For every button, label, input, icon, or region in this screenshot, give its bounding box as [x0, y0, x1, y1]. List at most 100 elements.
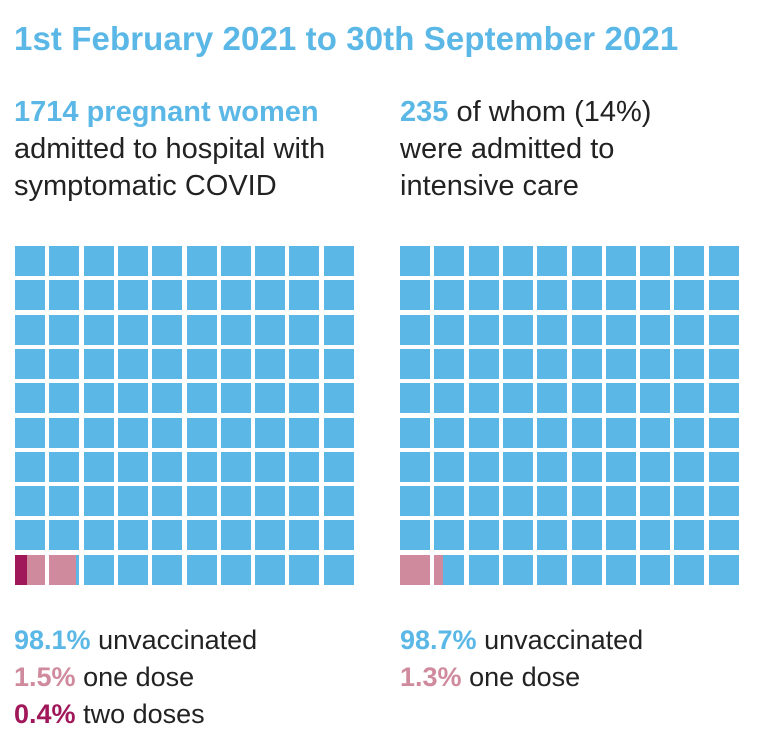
waffle-cell	[400, 280, 430, 310]
waffle-cell	[709, 246, 739, 276]
waffle-cell	[640, 246, 670, 276]
waffle-cell	[709, 555, 739, 585]
waffle-cell	[469, 555, 499, 585]
waffle-cell	[503, 418, 533, 448]
waffle-cell	[537, 383, 567, 413]
waffle-cell	[674, 452, 704, 482]
left-legend: 98.1% unvaccinated 1.5% one dose 0.4% tw…	[14, 622, 257, 733]
waffle-cell	[255, 555, 285, 585]
waffle-cell	[572, 520, 602, 550]
waffle-cell	[434, 383, 464, 413]
legend-row-unvaccinated: 98.1% unvaccinated	[14, 622, 257, 659]
waffle-cell	[118, 418, 148, 448]
waffle-cell	[152, 418, 182, 448]
waffle-cell	[289, 555, 319, 585]
right-legend: 98.7% unvaccinated 1.3% one dose	[400, 622, 643, 696]
waffle-cell	[187, 520, 217, 550]
waffle-cell	[15, 520, 45, 550]
waffle-cell	[15, 486, 45, 516]
waffle-cell	[84, 246, 114, 276]
waffle-cell	[400, 555, 430, 585]
waffle-cell	[15, 315, 45, 345]
waffle-cell	[187, 383, 217, 413]
waffle-cell	[152, 555, 182, 585]
waffle-cell	[118, 486, 148, 516]
waffle-cell	[572, 246, 602, 276]
waffle-cell	[709, 418, 739, 448]
waffle-cell	[289, 383, 319, 413]
waffle-cell	[640, 349, 670, 379]
waffle-cell	[324, 418, 354, 448]
waffle-cell	[152, 452, 182, 482]
waffle-cell	[324, 349, 354, 379]
waffle-cell	[606, 280, 636, 310]
waffle-cell	[255, 383, 285, 413]
waffle-cell	[221, 349, 251, 379]
waffle-cell	[49, 280, 79, 310]
waffle-cell	[49, 315, 79, 345]
waffle-cell	[606, 315, 636, 345]
waffle-cell	[324, 520, 354, 550]
right-header-rest: of whom (14%)	[456, 96, 652, 128]
waffle-cell	[606, 452, 636, 482]
left-header-line3: symptomatic COVID	[14, 170, 277, 202]
waffle-cell	[400, 349, 430, 379]
waffle-cell	[324, 452, 354, 482]
legend-row-unvaccinated: 98.7% unvaccinated	[400, 622, 643, 659]
waffle-cell	[118, 315, 148, 345]
waffle-cell	[640, 315, 670, 345]
waffle-cell	[221, 418, 251, 448]
legend-label: unvaccinated	[98, 625, 258, 655]
waffle-cell	[289, 246, 319, 276]
right-header-highlight: 235	[400, 96, 449, 128]
waffle-cell	[537, 315, 567, 345]
waffle-cell	[400, 418, 430, 448]
waffle-cell	[221, 486, 251, 516]
waffle-cell	[674, 383, 704, 413]
waffle-cell	[709, 486, 739, 516]
waffle-cell	[84, 280, 114, 310]
waffle-cell	[289, 486, 319, 516]
waffle-cell	[469, 418, 499, 448]
waffle-cell	[255, 418, 285, 448]
waffle-cell	[709, 383, 739, 413]
waffle-cell	[221, 520, 251, 550]
waffle-cell	[324, 555, 354, 585]
waffle-cell	[221, 280, 251, 310]
waffle-cell	[434, 555, 464, 585]
waffle-cell	[152, 349, 182, 379]
waffle-cell	[572, 349, 602, 379]
waffle-cell	[255, 315, 285, 345]
waffle-cell	[640, 520, 670, 550]
waffle-cell	[221, 555, 251, 585]
waffle-cell	[400, 246, 430, 276]
waffle-cell	[49, 349, 79, 379]
waffle-cell	[572, 486, 602, 516]
waffle-cell	[187, 246, 217, 276]
waffle-cell	[537, 349, 567, 379]
waffle-cell	[674, 246, 704, 276]
legend-label: one dose	[469, 662, 581, 692]
waffle-cell	[469, 315, 499, 345]
waffle-cell	[537, 555, 567, 585]
waffle-cell	[469, 383, 499, 413]
waffle-cell	[15, 280, 45, 310]
waffle-cell	[49, 418, 79, 448]
waffle-cell	[674, 486, 704, 516]
waffle-cell	[434, 452, 464, 482]
waffle-cell	[572, 315, 602, 345]
waffle-cell	[400, 452, 430, 482]
waffle-cell	[221, 246, 251, 276]
right-waffle-grid	[400, 246, 741, 587]
waffle-cell	[709, 315, 739, 345]
waffle-cell	[49, 520, 79, 550]
waffle-cell	[187, 315, 217, 345]
waffle-cell	[640, 555, 670, 585]
waffle-cell	[255, 452, 285, 482]
waffle-cell	[709, 452, 739, 482]
waffle-cell	[49, 486, 79, 516]
waffle-cell	[400, 383, 430, 413]
legend-label: unvaccinated	[484, 625, 644, 655]
waffle-cell	[503, 520, 533, 550]
waffle-cell	[537, 486, 567, 516]
